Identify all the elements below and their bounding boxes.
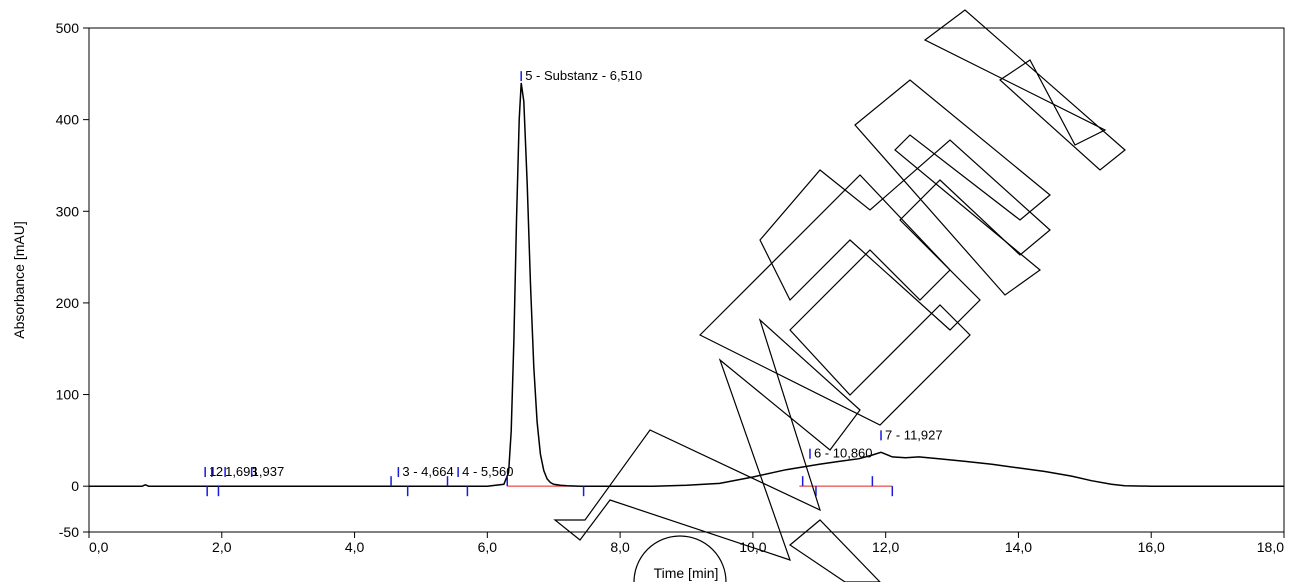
x-tick-label: 12,0 xyxy=(872,539,899,555)
watermark-muster-logo xyxy=(553,9,1126,582)
y-tick-label: 500 xyxy=(56,20,80,36)
signal-trace xyxy=(89,82,1284,487)
peak-label: 1 xyxy=(209,464,216,479)
x-tick-label: 4,0 xyxy=(345,539,365,555)
peak-label: 1,693 xyxy=(225,464,258,479)
x-axis-label: Time [min] xyxy=(654,565,719,581)
peak-label: 1,937 xyxy=(252,464,285,479)
y-axis-label: Absorbance [mAU] xyxy=(11,221,27,339)
y-tick-label: -50 xyxy=(59,524,79,540)
peak-label: 6 - 10,860 xyxy=(814,446,873,461)
y-ticks: -50 0 100 200 300 400 500 xyxy=(56,20,89,540)
peak-label: 7 - 11,927 xyxy=(885,427,943,442)
peak-label: 4 - 5,560 xyxy=(462,464,513,479)
y-tick-label: 0 xyxy=(71,478,79,494)
plot-frame xyxy=(88,27,1285,533)
y-tick-label: 100 xyxy=(56,387,80,403)
x-tick-label: 6,0 xyxy=(478,539,498,555)
peak-label: 3 - 4,664 xyxy=(402,464,453,479)
peak-label: 5 - Substanz - 6,510 xyxy=(525,68,642,83)
x-tick-label: 0,0 xyxy=(89,539,109,555)
x-tick-label: 2,0 xyxy=(212,539,232,555)
x-tick-label: 8,0 xyxy=(610,539,630,555)
x-tick-label: 10,0 xyxy=(739,539,766,555)
y-tick-label: 300 xyxy=(56,203,80,219)
x-tick-label: 16,0 xyxy=(1138,539,1165,555)
peak-label: 2 xyxy=(216,464,223,479)
x-ticks: 0,0 2,0 4,0 6,0 8,0 10,0 12,0 14,0 16,0 18,0 xyxy=(88,532,1285,555)
y-tick-label: 200 xyxy=(56,295,80,311)
y-tick-label: 400 xyxy=(56,112,80,128)
x-tick-label: 14,0 xyxy=(1005,539,1032,555)
x-tick-label: 18,0 xyxy=(1257,539,1284,555)
